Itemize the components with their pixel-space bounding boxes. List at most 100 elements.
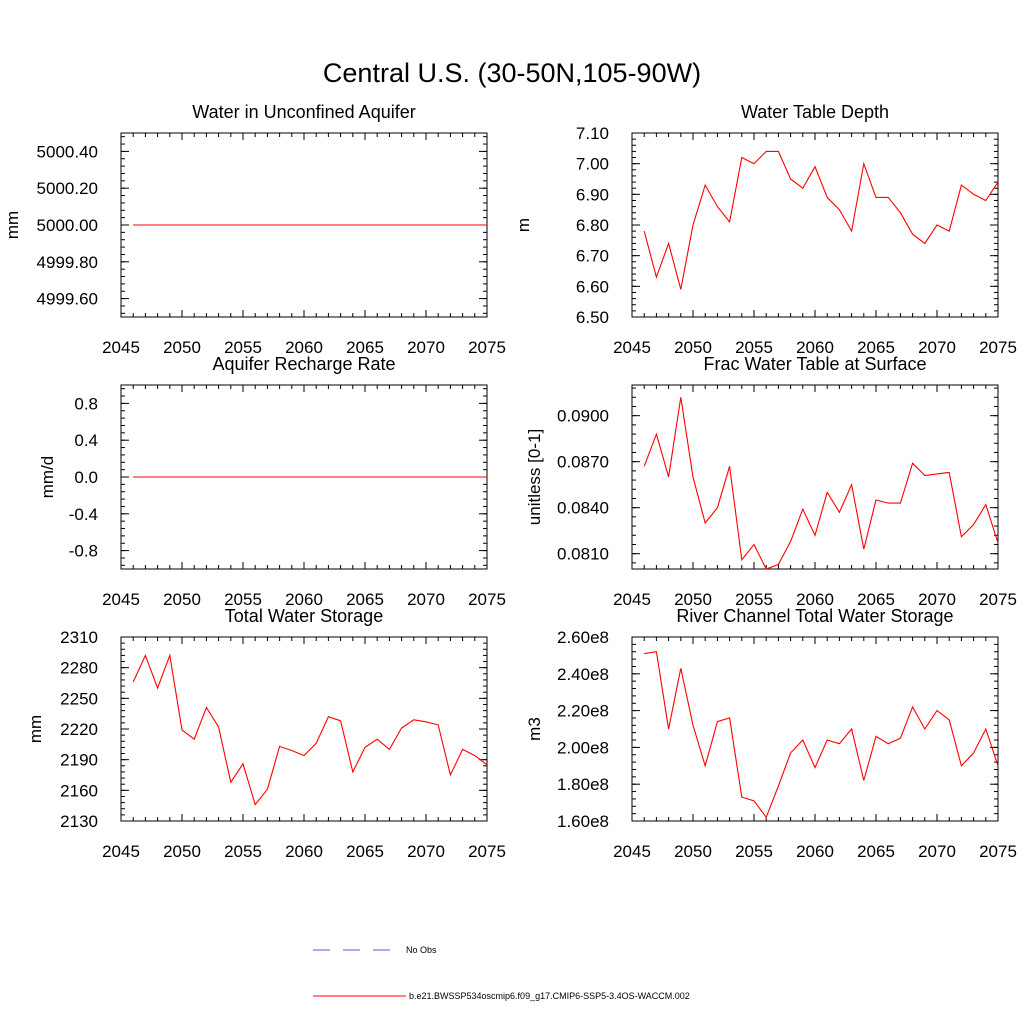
x-tick-label: 2045 — [102, 842, 140, 861]
x-tick-label: 2075 — [979, 590, 1017, 609]
panel-title: Water in Unconfined Aquifer — [192, 102, 415, 122]
y-tick-label: 2250 — [60, 689, 98, 708]
x-tick-label: 2045 — [102, 590, 140, 609]
y-tick-label: 2.40e8 — [557, 665, 609, 684]
x-tick-label: 2075 — [979, 842, 1017, 861]
y-tick-label: 4999.80 — [37, 253, 98, 272]
y-tick-label: 0.8 — [74, 394, 98, 413]
plot-frame — [631, 636, 999, 822]
x-tick-label: 2060 — [796, 590, 834, 609]
y-tick-label: 2310 — [60, 628, 98, 647]
x-tick-label: 2055 — [735, 842, 773, 861]
x-tick-label: 2065 — [346, 842, 384, 861]
x-tick-label: 2050 — [163, 338, 201, 357]
legend-label-no-obs: No Obs — [406, 945, 437, 955]
panels-group: Water in Unconfined Aquifer 2045 2050 2055 2… — [3, 102, 1017, 861]
x-tick-label: 2045 — [613, 842, 651, 861]
y-tick-label: 0.0840 — [557, 499, 609, 518]
x-tick-label: 2070 — [407, 842, 445, 861]
plot-frame — [631, 132, 999, 318]
x-tick-label: 2055 — [735, 590, 773, 609]
panel-title: River Channel Total Water Storage — [676, 606, 953, 626]
y-tick-label: 2220 — [60, 720, 98, 739]
y-tick-label: 2.60e8 — [557, 628, 609, 647]
y-tick-label: 0.0870 — [557, 453, 609, 472]
x-tick-label: 2050 — [163, 842, 201, 861]
x-tick-label: 2070 — [407, 590, 445, 609]
y-tick-label: 5000.20 — [37, 179, 98, 198]
x-tick-label: 2045 — [613, 338, 651, 357]
x-tick-label: 2050 — [674, 338, 712, 357]
y-tick-label: 5000.40 — [37, 142, 98, 161]
figure-title: Central U.S. (30-50N,105-90W) — [323, 58, 701, 88]
x-tick-label: 2055 — [224, 590, 262, 609]
y-tick-label: 6.70 — [576, 247, 609, 266]
series-line — [643, 150, 999, 290]
x-tick-label: 2075 — [979, 338, 1017, 357]
x-tick-label: 2075 — [468, 842, 506, 861]
x-tick-label: 2065 — [857, 842, 895, 861]
x-tick-label: 2045 — [613, 590, 651, 609]
x-tick-label: 2060 — [796, 338, 834, 357]
x-tick-label: 2065 — [857, 338, 895, 357]
chart-panel: Total Water Storage 2045 2050 2055 2060 2065 2… — [26, 606, 506, 861]
y-tick-label: 1.80e8 — [557, 775, 609, 794]
x-tick-label: 2055 — [224, 842, 262, 861]
series-line — [132, 653, 488, 806]
x-tick-label: 2050 — [163, 590, 201, 609]
y-tick-label: 2130 — [60, 812, 98, 831]
y-tick-label: 4999.60 — [37, 290, 98, 309]
y-tick-label: 6.80 — [576, 216, 609, 235]
legend-label-model-run: b.e21.BWSSP534oscmip6.f09_g17.CMIP6-SSP5… — [409, 991, 690, 1001]
y-tick-label: 6.50 — [576, 308, 609, 327]
y-tick-label: 2160 — [60, 781, 98, 800]
chart-panel: Water in Unconfined Aquifer 2045 2050 2055 2… — [3, 102, 506, 357]
y-tick-label: 0.0810 — [557, 545, 609, 564]
y-tick-label: 6.60 — [576, 277, 609, 296]
y-tick-label: 2190 — [60, 751, 98, 770]
panel-title: Frac Water Table at Surface — [703, 354, 926, 374]
x-tick-label: 2070 — [918, 842, 956, 861]
y-tick-label: 0.0900 — [557, 407, 609, 426]
panel-title: Aquifer Recharge Rate — [212, 354, 395, 374]
y-axis-label: mm — [26, 715, 45, 743]
x-tick-label: 2060 — [285, 590, 323, 609]
x-tick-label: 2050 — [674, 590, 712, 609]
x-tick-label: 2075 — [468, 338, 506, 357]
y-axis-label: m3 — [525, 717, 544, 741]
y-tick-label: 0.4 — [74, 431, 98, 450]
series-line — [643, 397, 999, 570]
panel-title: Total Water Storage — [225, 606, 383, 626]
panel-title: Water Table Depth — [741, 102, 889, 122]
y-tick-label: 5000.00 — [37, 216, 98, 235]
y-tick-label: 6.90 — [576, 185, 609, 204]
x-tick-label: 2070 — [918, 338, 956, 357]
y-tick-label: -0.8 — [69, 542, 98, 561]
x-tick-label: 2055 — [224, 338, 262, 357]
y-tick-label: 0.0 — [74, 468, 98, 487]
x-tick-label: 2075 — [468, 590, 506, 609]
y-axis-label: mm — [3, 211, 22, 239]
series-line — [644, 651, 999, 819]
plot-frame — [631, 384, 999, 570]
chart-panel: Frac Water Table at Surface 2045 2050 2055 2… — [525, 354, 1017, 609]
plot-frame — [120, 636, 488, 822]
x-tick-label: 2055 — [735, 338, 773, 357]
chart-panel: Aquifer Recharge Rate 2045 2050 2055 2060 206… — [38, 354, 506, 609]
y-tick-label: -0.4 — [69, 505, 98, 524]
x-tick-label: 2070 — [918, 590, 956, 609]
y-tick-label: 7.00 — [576, 155, 609, 174]
x-tick-label: 2050 — [674, 842, 712, 861]
y-axis-label: mm/d — [38, 456, 57, 499]
y-tick-label: 2280 — [60, 659, 98, 678]
chart-panel: River Channel Total Water Storage 2045 205… — [525, 606, 1017, 861]
x-tick-label: 2065 — [346, 590, 384, 609]
x-tick-label: 2065 — [346, 338, 384, 357]
x-tick-label: 2070 — [407, 338, 445, 357]
y-axis-label: unitless [0-1] — [525, 429, 544, 525]
legend: No Obs b.e21.BWSSP534oscmip6.f09_g17.CMI… — [313, 945, 690, 1001]
x-tick-label: 2060 — [285, 338, 323, 357]
x-tick-label: 2060 — [796, 842, 834, 861]
y-tick-label: 1.60e8 — [557, 812, 609, 831]
